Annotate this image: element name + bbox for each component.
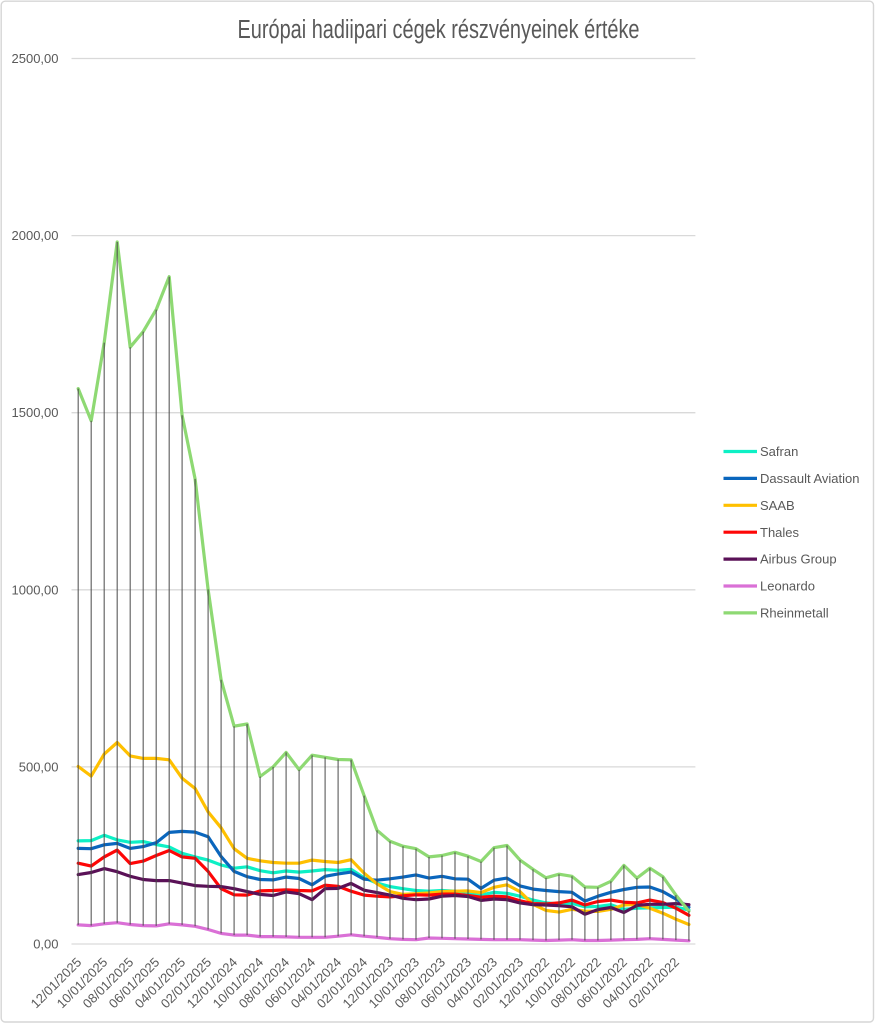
svg-text:SAAB: SAAB (760, 498, 795, 513)
svg-text:Safran: Safran (760, 444, 798, 459)
svg-text:Thales: Thales (760, 525, 800, 540)
svg-text:2000,00: 2000,00 (12, 228, 59, 243)
svg-text:500,00: 500,00 (19, 759, 59, 774)
svg-text:1000,00: 1000,00 (12, 582, 59, 597)
svg-text:Rheinmetall: Rheinmetall (760, 606, 829, 621)
svg-text:1500,00: 1500,00 (12, 405, 59, 420)
svg-text:Európai hadiipari cégek részvé: Európai hadiipari cégek részvényeinek ér… (238, 16, 640, 44)
svg-text:Leonardo: Leonardo (760, 579, 815, 594)
svg-text:2500,00: 2500,00 (12, 51, 59, 66)
svg-text:Dassault Aviation: Dassault Aviation (760, 471, 860, 486)
svg-text:0,00: 0,00 (33, 937, 58, 952)
svg-text:Airbus Group: Airbus Group (760, 552, 837, 567)
